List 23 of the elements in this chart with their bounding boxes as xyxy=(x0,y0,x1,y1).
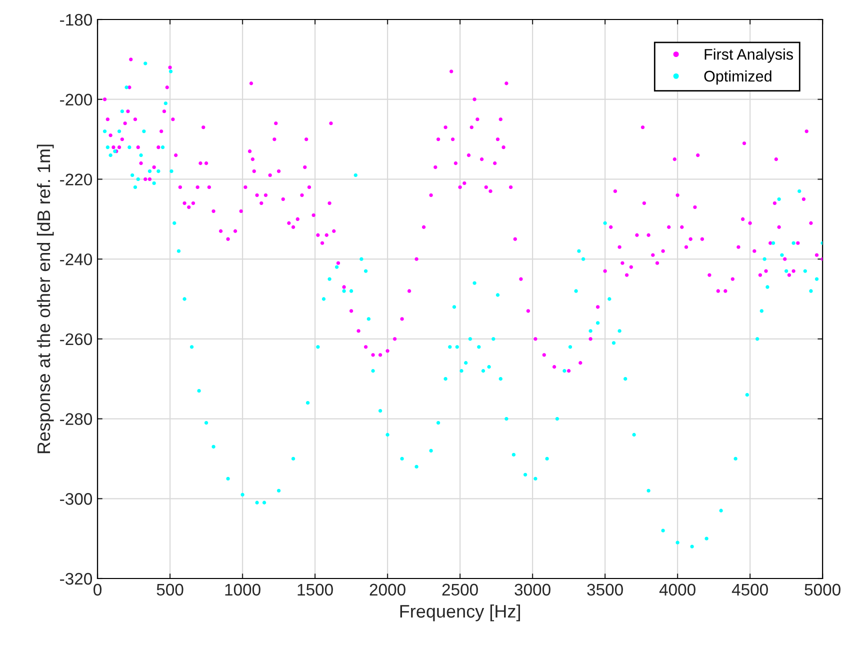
x-tick-label: 2500 xyxy=(442,584,478,596)
y-tick-label: -220 xyxy=(60,174,92,186)
y-tick-label: -320 xyxy=(60,572,92,585)
y-axis-title: Response at the other end [dB ref. 1m] xyxy=(36,144,54,454)
y-tick-label: -300 xyxy=(60,493,92,505)
x-tick-label: 500 xyxy=(156,584,184,596)
y-tick-label: -240 xyxy=(60,253,92,266)
x-tick-label: 3500 xyxy=(587,584,623,596)
x-tick-label: 2000 xyxy=(370,584,406,596)
x-tick-label: 4000 xyxy=(659,584,696,596)
x-tick-label: 1000 xyxy=(225,584,260,596)
y-tick-label: -280 xyxy=(60,413,92,425)
y-tick-label: -260 xyxy=(60,333,92,346)
x-tick-label: 3000 xyxy=(514,584,550,596)
y-tick-label: -180 xyxy=(60,14,92,26)
x-tick-label: 4500 xyxy=(732,584,768,596)
x-tick-label: 5000 xyxy=(804,584,840,596)
legend-label: Optimized xyxy=(704,70,772,85)
x-tick-label: 0 xyxy=(94,584,102,596)
x-tick-label: 1500 xyxy=(298,584,333,596)
legend-label: First Analysis xyxy=(704,48,793,63)
y-tick-label: -200 xyxy=(60,94,92,106)
x-axis-title: Frequency [Hz] xyxy=(400,604,520,622)
